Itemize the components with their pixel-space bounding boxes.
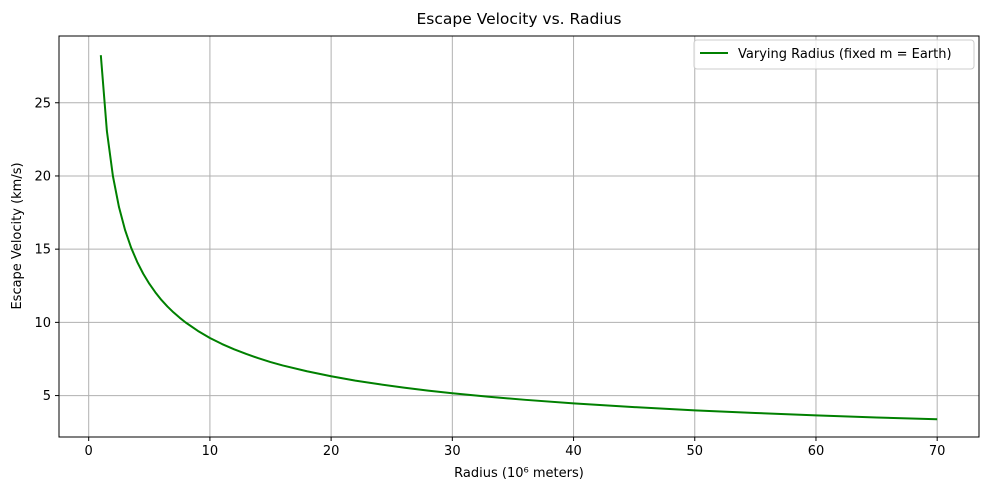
y-tick-label: 20	[34, 169, 51, 184]
legend-label: Varying Radius (fixed m = Earth)	[738, 47, 952, 62]
x-axis-ticks: 0 10 20 30 40 50 60 70	[85, 437, 946, 459]
y-tick-label: 5	[43, 389, 51, 404]
x-tick-label: 70	[929, 444, 946, 459]
x-tick-label: 30	[444, 444, 461, 459]
series-line	[99, 55, 938, 421]
x-tick-label: 10	[202, 444, 219, 459]
x-tick-label: 60	[808, 444, 825, 459]
legend: Varying Radius (fixed m = Earth)	[693, 39, 975, 70]
legend-box	[693, 39, 975, 70]
y-tick-label: 15	[34, 243, 51, 258]
chart-title: Escape Velocity vs. Radius	[417, 10, 622, 28]
x-tick-label: 0	[85, 444, 93, 459]
x-tick-label: 40	[565, 444, 582, 459]
x-tick-label: 20	[323, 444, 340, 459]
x-axis-title: Radius (10⁶ meters)	[454, 466, 584, 481]
x-tick-label: 50	[686, 444, 703, 459]
series-layer	[99, 55, 938, 421]
y-axis-ticks: 5 10 15 20 25	[34, 96, 59, 404]
plot-frame	[58, 35, 980, 438]
y-tick-label: 10	[34, 316, 51, 331]
grid-lines	[59, 36, 979, 437]
y-tick-label: 25	[34, 96, 51, 111]
y-axis-title: Escape Velocity (km/s)	[10, 162, 25, 309]
